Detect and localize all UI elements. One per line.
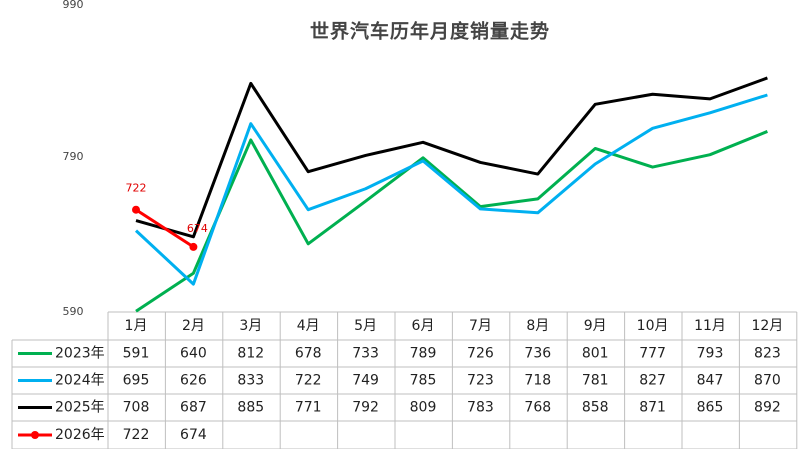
table-cell: 736	[524, 346, 551, 362]
legend-label: 2026年	[55, 427, 105, 443]
table-cell: 858	[582, 400, 609, 416]
table-cell: 768	[524, 400, 551, 416]
table-cell: 865	[697, 400, 724, 416]
series-line	[135, 130, 768, 313]
legend-marker	[31, 431, 39, 439]
table-cell: 783	[467, 400, 494, 416]
x-tick-label: 8月	[526, 318, 549, 334]
table-cell: 827	[639, 373, 666, 389]
table-cell: 870	[754, 373, 781, 389]
table-cell: 777	[639, 346, 666, 362]
table-cell: 695	[123, 373, 150, 389]
series-line	[135, 76, 768, 239]
legend-label: 2024年	[55, 373, 105, 389]
table-cell: 871	[639, 400, 666, 416]
table-cell: 792	[352, 400, 379, 416]
table-cell: 847	[697, 373, 724, 389]
table-cell: 789	[410, 346, 437, 362]
x-tick-label: 9月	[584, 318, 607, 334]
table-cell: 793	[697, 346, 724, 362]
x-tick-label: 3月	[239, 318, 262, 334]
table-cell: 749	[352, 373, 379, 389]
table-cell: 885	[237, 400, 264, 416]
table-cell: 722	[295, 373, 322, 389]
table-cell: 781	[582, 373, 609, 389]
data-label: 674	[187, 222, 208, 235]
x-tick-label: 7月	[469, 318, 492, 334]
table-cell: 809	[410, 400, 437, 416]
table-cell: 674	[180, 427, 207, 443]
series-line	[134, 93, 768, 286]
table-cell: 771	[295, 400, 322, 416]
table-cell: 708	[123, 400, 150, 416]
x-tick-label: 11月	[694, 318, 726, 334]
x-tick-label: 6月	[412, 318, 435, 334]
x-tick-label: 1月	[125, 318, 148, 334]
data-label: 722	[126, 182, 147, 195]
table-cell: 722	[123, 427, 150, 443]
y-tick-label: 790	[63, 150, 84, 163]
table-cell: 687	[180, 400, 207, 416]
x-tick-label: 12月	[751, 318, 783, 334]
chart-title: 世界汽车历年月度销量走势	[310, 20, 550, 43]
y-tick-label: 590	[63, 305, 84, 318]
table-cell: 801	[582, 346, 609, 362]
series-line	[135, 208, 195, 249]
table-cell: 591	[123, 346, 150, 362]
y-tick-label: 990	[63, 0, 84, 11]
point	[189, 242, 198, 251]
point	[132, 205, 140, 214]
table-cell: 718	[524, 373, 551, 389]
table-cell: 678	[295, 346, 322, 362]
x-tick-label: 5月	[354, 318, 377, 334]
x-tick-label: 2月	[182, 318, 205, 334]
table-cell: 626	[180, 373, 207, 389]
table-cell: 723	[467, 373, 494, 389]
table-cell: 833	[237, 373, 264, 389]
x-tick-label: 10月	[637, 318, 669, 334]
table-cell: 640	[180, 346, 207, 362]
x-tick-label: 4月	[297, 318, 320, 334]
table-cell: 812	[237, 346, 264, 362]
legend-label: 2023年	[55, 346, 105, 362]
table-cell: 823	[754, 346, 781, 362]
table-cell: 785	[410, 373, 437, 389]
table-cell: 892	[754, 400, 781, 416]
table-cell: 733	[352, 346, 379, 362]
legend-label: 2025年	[55, 400, 105, 416]
table-cell: 726	[467, 346, 494, 362]
